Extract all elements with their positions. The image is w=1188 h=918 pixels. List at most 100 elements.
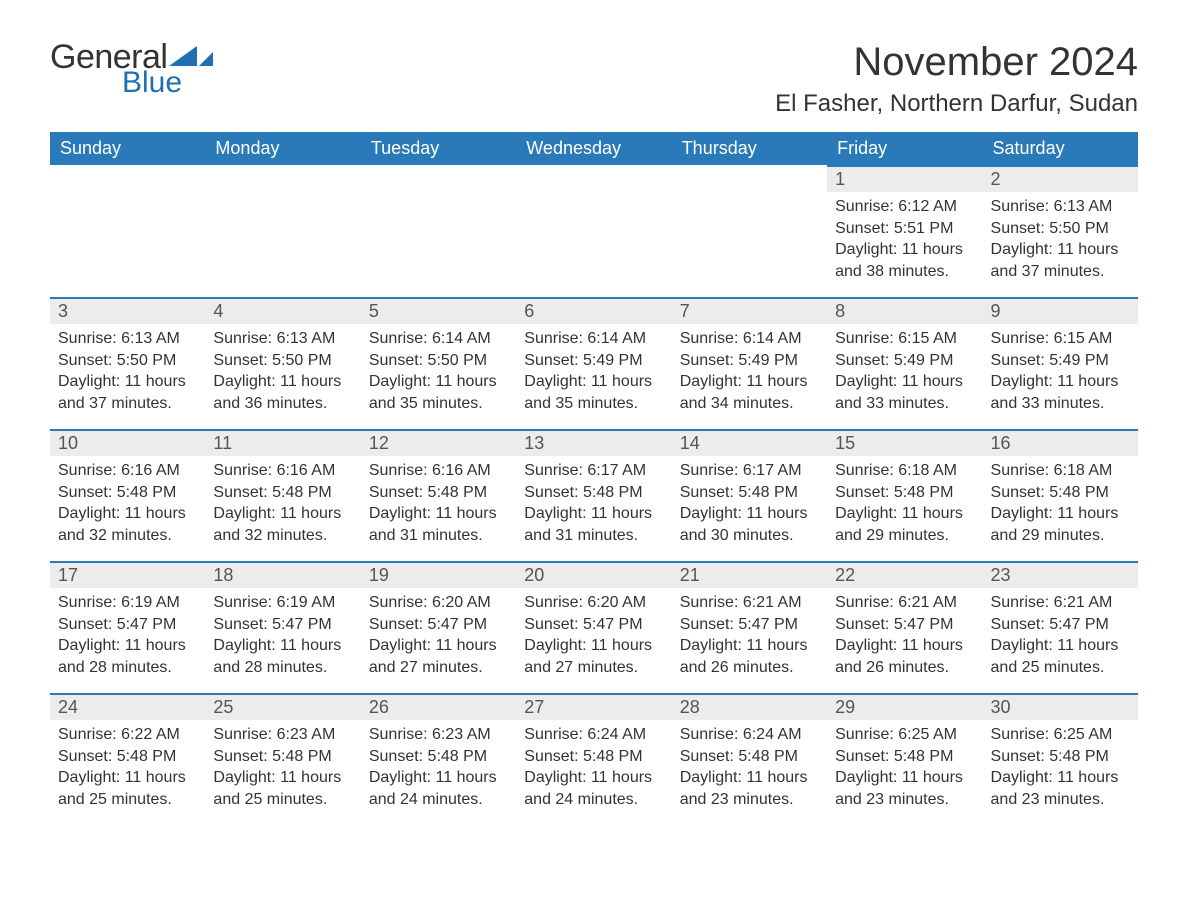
sunset-value: 5:50 PM bbox=[117, 352, 177, 369]
daylight-line: Daylight: 11 hours and 27 minutes. bbox=[369, 635, 508, 678]
calendar-day-cell: 13Sunrise: 6:17 AMSunset: 5:48 PMDayligh… bbox=[516, 429, 671, 561]
daylight-label: Daylight: bbox=[524, 769, 591, 786]
sunset-value: 5:47 PM bbox=[428, 616, 488, 633]
brand-text-blue: Blue bbox=[122, 68, 213, 98]
day-number: 14 bbox=[672, 429, 827, 456]
sunrise-label: Sunrise: bbox=[524, 594, 587, 611]
sunrise-value: 6:13 AM bbox=[1054, 198, 1113, 215]
daylight-line: Daylight: 11 hours and 33 minutes. bbox=[835, 371, 974, 414]
daylight-label: Daylight: bbox=[213, 505, 280, 522]
sunrise-line: Sunrise: 6:20 AM bbox=[369, 592, 508, 614]
sunrise-line: Sunrise: 6:15 AM bbox=[991, 328, 1130, 350]
daylight-line: Daylight: 11 hours and 32 minutes. bbox=[58, 503, 197, 546]
daylight-line: Daylight: 11 hours and 36 minutes. bbox=[213, 371, 352, 414]
sunset-value: 5:47 PM bbox=[272, 616, 332, 633]
day-number: 3 bbox=[50, 297, 205, 324]
sunset-value: 5:48 PM bbox=[583, 748, 643, 765]
sunrise-line: Sunrise: 6:21 AM bbox=[835, 592, 974, 614]
sunset-value: 5:48 PM bbox=[428, 748, 488, 765]
sunrise-line: Sunrise: 6:18 AM bbox=[835, 460, 974, 482]
sunset-label: Sunset: bbox=[524, 352, 583, 369]
daylight-label: Daylight: bbox=[58, 505, 125, 522]
calendar-day-cell: 30Sunrise: 6:25 AMSunset: 5:48 PMDayligh… bbox=[983, 693, 1138, 825]
sunset-line: Sunset: 5:48 PM bbox=[991, 746, 1130, 768]
sunrise-label: Sunrise: bbox=[991, 198, 1054, 215]
sunrise-line: Sunrise: 6:16 AM bbox=[213, 460, 352, 482]
sunrise-label: Sunrise: bbox=[58, 726, 121, 743]
sunrise-value: 6:18 AM bbox=[1054, 462, 1113, 479]
sunrise-value: 6:19 AM bbox=[121, 594, 180, 611]
day-number: 19 bbox=[361, 561, 516, 588]
calendar-day-cell: 1Sunrise: 6:12 AMSunset: 5:51 PMDaylight… bbox=[827, 165, 982, 297]
daylight-line: Daylight: 11 hours and 24 minutes. bbox=[369, 767, 508, 810]
daylight-line: Daylight: 11 hours and 37 minutes. bbox=[58, 371, 197, 414]
calendar-day-cell: 28Sunrise: 6:24 AMSunset: 5:48 PMDayligh… bbox=[672, 693, 827, 825]
sunrise-label: Sunrise: bbox=[369, 462, 432, 479]
day-details: Sunrise: 6:16 AMSunset: 5:48 PMDaylight:… bbox=[50, 456, 205, 554]
sunset-line: Sunset: 5:47 PM bbox=[213, 614, 352, 636]
calendar-day-cell: 20Sunrise: 6:20 AMSunset: 5:47 PMDayligh… bbox=[516, 561, 671, 693]
sunset-label: Sunset: bbox=[369, 352, 428, 369]
daylight-line: Daylight: 11 hours and 23 minutes. bbox=[680, 767, 819, 810]
sunset-line: Sunset: 5:50 PM bbox=[213, 350, 352, 372]
daylight-line: Daylight: 11 hours and 24 minutes. bbox=[524, 767, 663, 810]
sunset-label: Sunset: bbox=[835, 352, 894, 369]
sunrise-line: Sunrise: 6:18 AM bbox=[991, 460, 1130, 482]
sunset-label: Sunset: bbox=[524, 616, 583, 633]
calendar-day-cell: 24Sunrise: 6:22 AMSunset: 5:48 PMDayligh… bbox=[50, 693, 205, 825]
day-details: Sunrise: 6:24 AMSunset: 5:48 PMDaylight:… bbox=[516, 720, 671, 818]
sunrise-value: 6:25 AM bbox=[1054, 726, 1113, 743]
daylight-label: Daylight: bbox=[213, 769, 280, 786]
brand-logo: General Blue bbox=[50, 40, 213, 98]
sunset-line: Sunset: 5:49 PM bbox=[991, 350, 1130, 372]
sunrise-label: Sunrise: bbox=[58, 462, 121, 479]
day-number: 30 bbox=[983, 693, 1138, 720]
sunrise-value: 6:12 AM bbox=[898, 198, 957, 215]
daylight-label: Daylight: bbox=[991, 373, 1058, 390]
daylight-label: Daylight: bbox=[835, 241, 902, 258]
sunrise-value: 6:16 AM bbox=[432, 462, 491, 479]
sunset-line: Sunset: 5:48 PM bbox=[680, 746, 819, 768]
sunrise-value: 6:20 AM bbox=[587, 594, 646, 611]
calendar-day-cell: 16Sunrise: 6:18 AMSunset: 5:48 PMDayligh… bbox=[983, 429, 1138, 561]
sunset-label: Sunset: bbox=[835, 616, 894, 633]
sunrise-label: Sunrise: bbox=[991, 462, 1054, 479]
sunrise-label: Sunrise: bbox=[524, 330, 587, 347]
sunrise-label: Sunrise: bbox=[213, 330, 276, 347]
calendar-day-cell: 15Sunrise: 6:18 AMSunset: 5:48 PMDayligh… bbox=[827, 429, 982, 561]
sunset-value: 5:49 PM bbox=[894, 352, 954, 369]
day-number: 1 bbox=[827, 165, 982, 192]
day-details: Sunrise: 6:14 AMSunset: 5:50 PMDaylight:… bbox=[361, 324, 516, 422]
sunset-label: Sunset: bbox=[680, 484, 739, 501]
sunrise-value: 6:20 AM bbox=[432, 594, 491, 611]
sunrise-label: Sunrise: bbox=[524, 726, 587, 743]
calendar-empty-cell bbox=[672, 165, 827, 297]
sunset-value: 5:50 PM bbox=[428, 352, 488, 369]
calendar-day-cell: 10Sunrise: 6:16 AMSunset: 5:48 PMDayligh… bbox=[50, 429, 205, 561]
calendar-table: SundayMondayTuesdayWednesdayThursdayFrid… bbox=[50, 132, 1138, 825]
sunset-line: Sunset: 5:48 PM bbox=[835, 746, 974, 768]
day-details: Sunrise: 6:25 AMSunset: 5:48 PMDaylight:… bbox=[983, 720, 1138, 818]
day-number: 7 bbox=[672, 297, 827, 324]
sunset-value: 5:49 PM bbox=[738, 352, 798, 369]
day-details: Sunrise: 6:14 AMSunset: 5:49 PMDaylight:… bbox=[516, 324, 671, 422]
sunset-label: Sunset: bbox=[524, 484, 583, 501]
calendar-day-cell: 5Sunrise: 6:14 AMSunset: 5:50 PMDaylight… bbox=[361, 297, 516, 429]
daylight-line: Daylight: 11 hours and 35 minutes. bbox=[524, 371, 663, 414]
sunrise-value: 6:19 AM bbox=[277, 594, 336, 611]
day-number: 4 bbox=[205, 297, 360, 324]
daylight-label: Daylight: bbox=[213, 373, 280, 390]
sunset-line: Sunset: 5:51 PM bbox=[835, 218, 974, 240]
sunset-label: Sunset: bbox=[369, 616, 428, 633]
calendar-empty-cell bbox=[50, 165, 205, 297]
calendar-day-cell: 2Sunrise: 6:13 AMSunset: 5:50 PMDaylight… bbox=[983, 165, 1138, 297]
sunrise-line: Sunrise: 6:21 AM bbox=[680, 592, 819, 614]
sunset-label: Sunset: bbox=[58, 352, 117, 369]
daylight-label: Daylight: bbox=[58, 769, 125, 786]
daylight-line: Daylight: 11 hours and 23 minutes. bbox=[991, 767, 1130, 810]
sunset-value: 5:48 PM bbox=[894, 748, 954, 765]
sunset-line: Sunset: 5:48 PM bbox=[213, 482, 352, 504]
calendar-header-row: SundayMondayTuesdayWednesdayThursdayFrid… bbox=[50, 132, 1138, 165]
day-number: 13 bbox=[516, 429, 671, 456]
weekday-header: Friday bbox=[827, 132, 982, 165]
